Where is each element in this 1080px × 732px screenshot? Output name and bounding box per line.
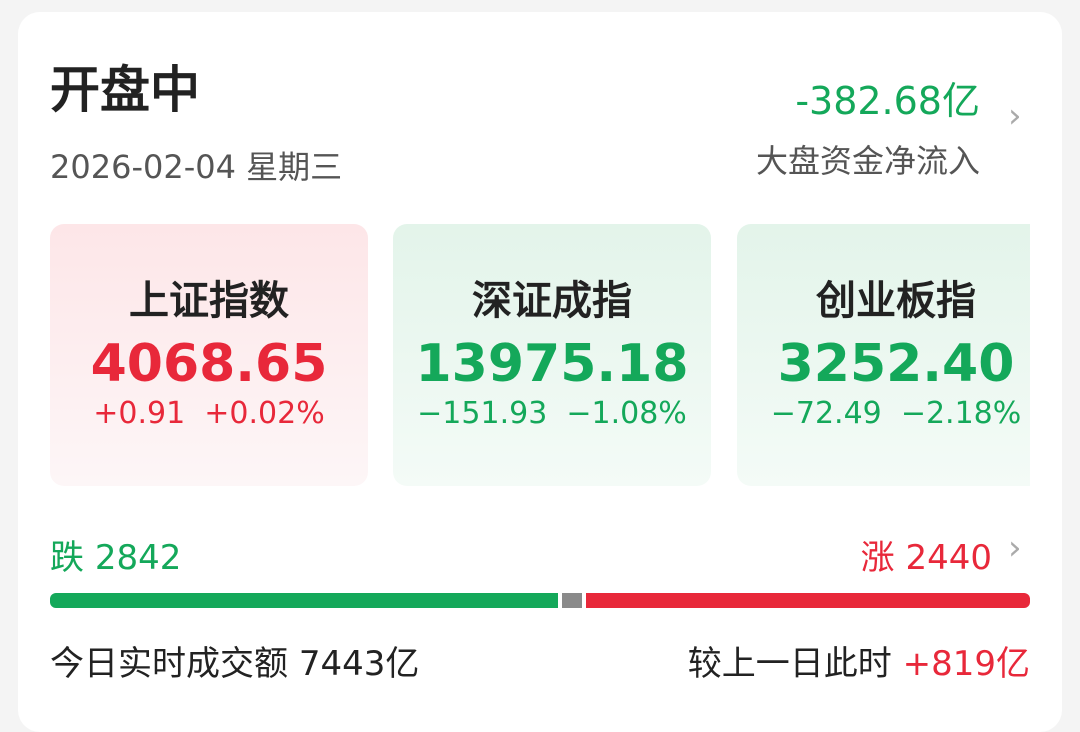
index-value: 3252.40: [777, 334, 1015, 394]
index-percent: −2.18%: [900, 396, 1022, 431]
index-value: 4068.65: [90, 334, 328, 394]
index-card-chinext[interactable]: 创业板指 3252.40 −72.49 −2.18%: [737, 224, 1030, 486]
index-name: 上证指数: [129, 278, 289, 324]
rise-count-link[interactable]: 涨 2440: [860, 538, 992, 578]
index-name: 深证成指: [472, 278, 632, 324]
turnover-compare: 较上一日此时 +819亿: [687, 644, 1030, 684]
fall-count: 跌 2842: [50, 538, 182, 578]
net-flow-label: 大盘资金净流入: [755, 142, 980, 180]
index-name: 创业板指: [816, 278, 976, 324]
turnover: 今日实时成交额 7443亿: [50, 644, 420, 684]
net-flow-value: -382.68亿: [795, 79, 980, 123]
index-change: −72.49: [770, 396, 882, 431]
index-percent: −1.08%: [566, 396, 687, 431]
market-status-title: 开盘中: [50, 61, 200, 119]
chevron-right-icon[interactable]: ›: [1008, 528, 1022, 568]
index-card-sse[interactable]: 上证指数 4068.65 +0.91 +0.02%: [50, 224, 368, 486]
index-percent: +0.02%: [204, 396, 325, 431]
market-date: 2026-02-04 星期三: [50, 148, 343, 186]
index-change: +0.91: [93, 396, 186, 431]
index-value: 13975.18: [415, 334, 689, 394]
chevron-right-icon: ›: [1008, 96, 1022, 136]
flat-bar: [562, 593, 582, 608]
fall-bar: [50, 593, 558, 608]
index-change: −151.93: [417, 396, 548, 431]
index-card-szse[interactable]: 深证成指 13975.18 −151.93 −1.08%: [393, 224, 711, 486]
rise-bar: [586, 593, 1030, 608]
